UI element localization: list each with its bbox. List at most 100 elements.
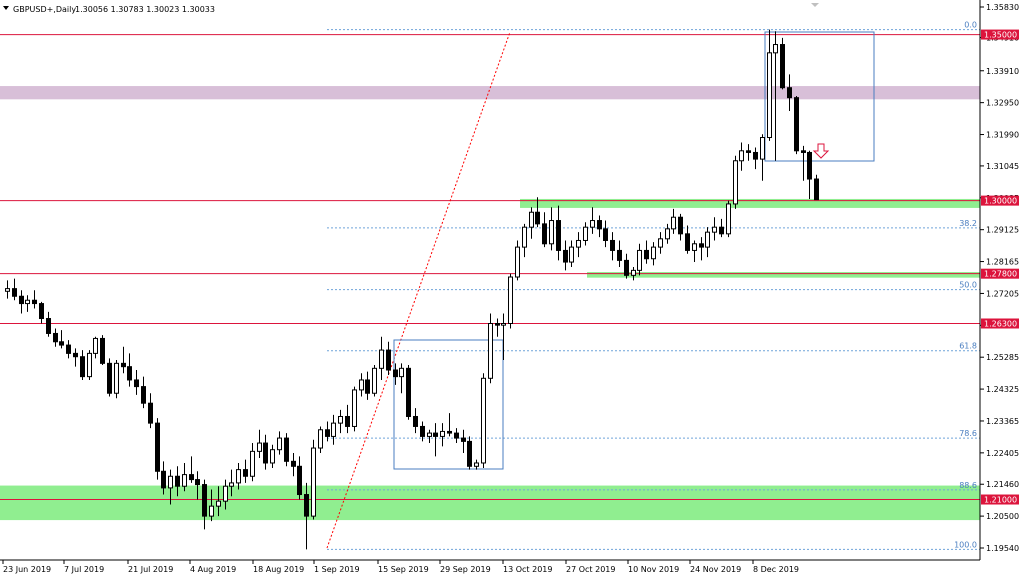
candle[interactable] bbox=[19, 290, 24, 314]
candle[interactable] bbox=[726, 200, 731, 238]
candle[interactable] bbox=[66, 340, 71, 359]
candle[interactable] bbox=[603, 220, 608, 248]
candle[interactable] bbox=[100, 335, 105, 366]
candle[interactable] bbox=[53, 328, 58, 347]
candle[interactable] bbox=[522, 223, 527, 258]
candle[interactable] bbox=[597, 215, 602, 238]
candle[interactable] bbox=[685, 225, 690, 254]
candle[interactable] bbox=[692, 240, 697, 263]
candle[interactable] bbox=[508, 273, 513, 329]
candle[interactable] bbox=[372, 365, 377, 397]
candle[interactable] bbox=[801, 145, 806, 181]
candle[interactable] bbox=[216, 486, 221, 517]
candle[interactable] bbox=[746, 144, 751, 161]
candle[interactable] bbox=[549, 207, 554, 251]
candle[interactable] bbox=[359, 373, 364, 397]
candle[interactable] bbox=[488, 313, 493, 384]
candle[interactable] bbox=[495, 318, 500, 337]
consolidation-box-lower[interactable] bbox=[393, 339, 504, 470]
candle[interactable] bbox=[535, 197, 540, 228]
candle[interactable] bbox=[182, 462, 187, 492]
candle[interactable] bbox=[236, 462, 241, 490]
candle[interactable] bbox=[202, 479, 207, 530]
candle[interactable] bbox=[12, 278, 17, 301]
candle[interactable] bbox=[127, 353, 132, 387]
candle[interactable] bbox=[467, 436, 472, 470]
candle[interactable] bbox=[420, 421, 425, 442]
candle[interactable] bbox=[284, 433, 289, 467]
candle[interactable] bbox=[168, 469, 173, 505]
candle[interactable] bbox=[671, 208, 676, 234]
candle[interactable] bbox=[699, 237, 704, 261]
candle[interactable] bbox=[590, 207, 595, 234]
candle[interactable] bbox=[556, 205, 561, 261]
candle[interactable] bbox=[610, 232, 615, 261]
candle[interactable] bbox=[59, 330, 64, 349]
candle[interactable] bbox=[5, 280, 10, 299]
candle[interactable] bbox=[386, 341, 391, 375]
candle[interactable] bbox=[80, 350, 85, 380]
candle[interactable] bbox=[515, 240, 520, 281]
candle[interactable] bbox=[223, 479, 228, 510]
candle[interactable] bbox=[399, 363, 404, 394]
candle[interactable] bbox=[46, 311, 51, 337]
zone-support-low[interactable] bbox=[0, 485, 980, 521]
candle[interactable] bbox=[794, 96, 799, 155]
candle[interactable] bbox=[739, 142, 744, 171]
candle[interactable] bbox=[454, 428, 459, 444]
candle[interactable] bbox=[433, 423, 438, 457]
candle[interactable] bbox=[814, 174, 819, 201]
candle[interactable] bbox=[542, 212, 547, 248]
candle[interactable] bbox=[148, 393, 153, 429]
candle[interactable] bbox=[141, 376, 146, 409]
price-axis[interactable]: 1.358301.349101.339101.329501.319901.310… bbox=[980, 3, 1019, 553]
candle[interactable] bbox=[461, 429, 466, 454]
candle[interactable] bbox=[87, 350, 92, 380]
candle[interactable] bbox=[270, 444, 275, 468]
candle[interactable] bbox=[631, 267, 636, 281]
candle[interactable] bbox=[787, 74, 792, 111]
candle[interactable] bbox=[753, 147, 758, 170]
candle[interactable] bbox=[304, 482, 309, 550]
zone-support-top[interactable] bbox=[520, 198, 980, 208]
candle[interactable] bbox=[474, 459, 479, 470]
candle[interactable] bbox=[644, 240, 649, 264]
candle[interactable] bbox=[576, 232, 581, 258]
candle[interactable] bbox=[624, 253, 629, 279]
candle[interactable] bbox=[393, 363, 398, 385]
candle[interactable] bbox=[39, 301, 44, 324]
candle[interactable] bbox=[773, 31, 778, 161]
candle[interactable] bbox=[175, 466, 180, 497]
candle[interactable] bbox=[379, 336, 384, 380]
candle[interactable] bbox=[189, 456, 194, 483]
time-axis[interactable]: 23 Jun 2019 7 Jul 2019 21 Jul 2019 4 Aug 20… bbox=[2, 560, 799, 574]
candle[interactable] bbox=[665, 223, 670, 244]
candle[interactable] bbox=[32, 290, 37, 309]
candle[interactable] bbox=[712, 217, 717, 241]
candle[interactable] bbox=[297, 456, 302, 500]
candle[interactable] bbox=[277, 431, 282, 455]
zone-resistance[interactable] bbox=[0, 86, 980, 100]
candle[interactable] bbox=[93, 336, 98, 359]
candle[interactable] bbox=[291, 453, 296, 477]
candle[interactable] bbox=[658, 232, 663, 254]
candle[interactable] bbox=[155, 418, 160, 480]
candle[interactable] bbox=[209, 489, 214, 522]
chart-shift-marker-icon[interactable] bbox=[811, 3, 819, 7]
candle[interactable] bbox=[529, 207, 534, 239]
candle[interactable] bbox=[345, 404, 350, 434]
candle[interactable] bbox=[583, 222, 588, 246]
candle[interactable] bbox=[617, 240, 622, 268]
candle[interactable] bbox=[257, 429, 262, 458]
candle[interactable] bbox=[406, 365, 411, 420]
candle[interactable] bbox=[719, 218, 724, 238]
candle[interactable] bbox=[318, 426, 323, 454]
candle[interactable] bbox=[569, 240, 574, 268]
dropdown-triangle-icon[interactable] bbox=[3, 6, 9, 10]
candle[interactable] bbox=[114, 360, 119, 399]
candle[interactable] bbox=[447, 413, 452, 437]
candle[interactable] bbox=[481, 373, 486, 468]
candle[interactable] bbox=[263, 434, 268, 470]
candle[interactable] bbox=[195, 471, 200, 500]
candle[interactable] bbox=[331, 414, 336, 445]
